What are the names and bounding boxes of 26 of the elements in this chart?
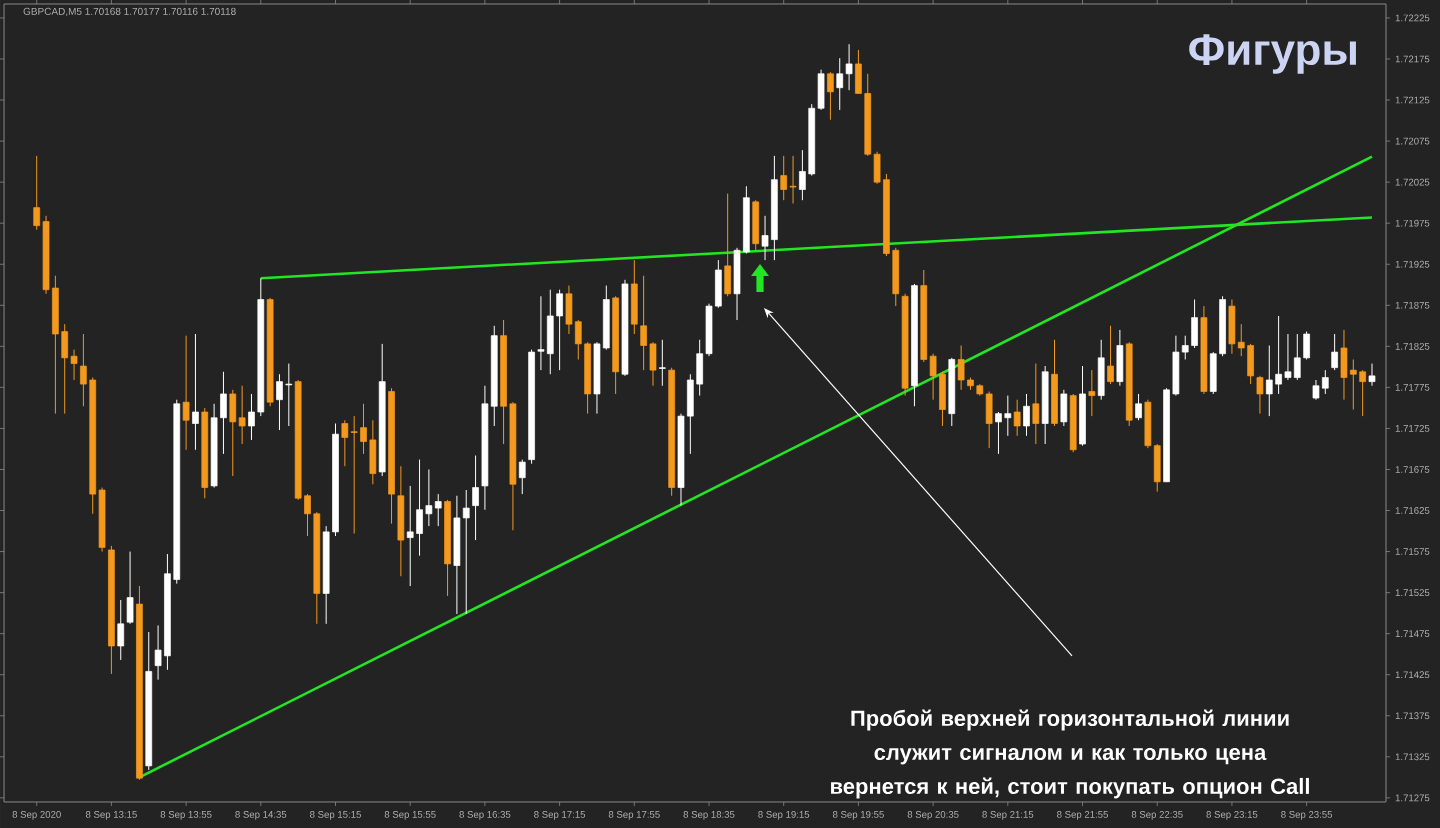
candlestick xyxy=(1097,339,1105,401)
candlestick xyxy=(1256,375,1264,415)
candlestick xyxy=(1116,329,1124,387)
candlestick xyxy=(658,339,666,387)
candlestick xyxy=(1060,389,1068,427)
candlestick xyxy=(192,333,199,451)
candlestick xyxy=(518,459,526,495)
candlestick xyxy=(752,199,760,251)
text: Фигуры xyxy=(1189,34,1356,74)
candlestick xyxy=(1032,363,1040,445)
candlestick xyxy=(182,335,190,451)
candlestick xyxy=(724,193,732,297)
candlestick xyxy=(827,71,834,121)
candlestick xyxy=(1135,393,1142,421)
candlestick xyxy=(1107,325,1114,385)
candlestick xyxy=(1088,369,1096,417)
candlestick xyxy=(472,455,479,541)
candlestick xyxy=(117,599,125,661)
candlestick xyxy=(1368,363,1376,387)
candlestick xyxy=(1023,393,1030,437)
candlestick xyxy=(126,551,134,625)
candlestick xyxy=(630,259,638,335)
candlestick xyxy=(397,465,405,577)
annotation: Пробой верхней горизонтальной линии служит сигналом и как только цена вернется к ней, стоит покупать опцион Call xyxy=(831,709,1309,799)
candlestick xyxy=(1331,333,1338,371)
candlestick xyxy=(1013,399,1021,437)
